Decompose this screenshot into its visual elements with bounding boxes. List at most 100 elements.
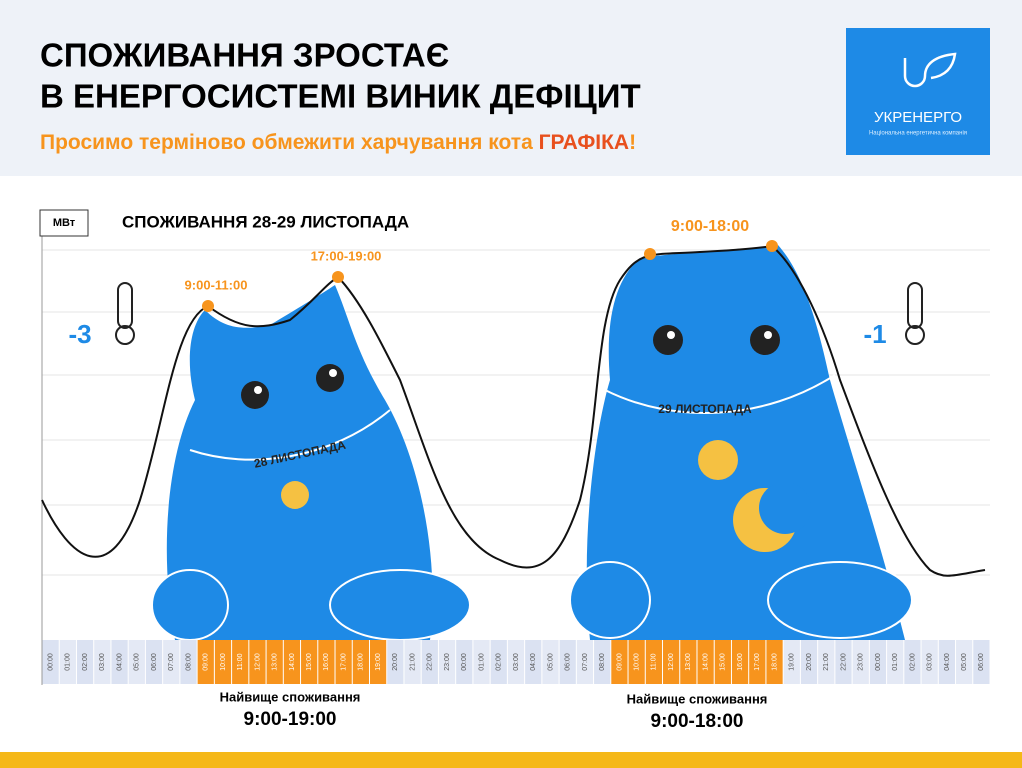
time-cell <box>594 640 611 684</box>
cat-2 <box>569 245 913 640</box>
time-cell <box>76 640 94 684</box>
time-cell <box>559 640 576 684</box>
time-label: 19:00 <box>789 653 796 671</box>
time-label: 00:00 <box>875 653 882 671</box>
time-cell <box>59 640 76 684</box>
time-cell <box>197 640 214 684</box>
time-label: 01:00 <box>892 653 899 671</box>
time-cell <box>956 640 973 684</box>
time-cell <box>680 640 697 684</box>
time-cell <box>628 640 645 684</box>
footer-range: 9:00-19:00 <box>244 709 337 730</box>
time-cell <box>973 640 990 684</box>
time-cell <box>869 640 887 684</box>
time-label: 05:00 <box>961 653 968 671</box>
time-label: 15:00 <box>720 653 727 671</box>
subtitle-text: Просимо терміново обмежити харчування ко… <box>40 131 539 154</box>
time-cell <box>835 640 852 684</box>
time-label: 22:00 <box>840 653 847 671</box>
time-label: 15:00 <box>306 653 313 671</box>
time-cell <box>576 640 594 684</box>
time-label: 13:00 <box>272 653 279 671</box>
cat-1 <box>151 285 471 641</box>
time-cell <box>766 640 783 684</box>
time-cell <box>697 640 714 684</box>
time-cell <box>731 640 749 684</box>
time-cell <box>542 640 559 684</box>
temperature: -1 <box>863 319 886 349</box>
footer-caption: Найвище споживання <box>627 691 768 706</box>
bottom-band <box>0 752 1022 768</box>
time-label: 09:00 <box>203 653 210 671</box>
logo-box <box>846 28 990 155</box>
time-cell <box>145 640 163 684</box>
time-cell <box>507 640 525 684</box>
time-label: 02:00 <box>496 653 503 671</box>
footer-caption: Найвище споживання <box>220 689 361 704</box>
time-cell <box>611 640 628 684</box>
time-label: 08:00 <box>185 653 192 671</box>
time-label: 23:00 <box>444 653 451 671</box>
time-label: 20:00 <box>392 653 399 671</box>
time-cell <box>94 640 111 684</box>
time-cell <box>663 640 680 684</box>
time-cell <box>163 640 180 684</box>
time-label: 03:00 <box>513 653 520 671</box>
time-cell <box>525 640 542 684</box>
time-cell <box>645 640 663 684</box>
time-label: 03:00 <box>927 653 934 671</box>
time-label: 16:00 <box>323 653 330 671</box>
cat-label: 29 ЛИСТОПАДА <box>658 402 752 416</box>
time-label: 19:00 <box>375 653 382 671</box>
annotation: 17:00-19:00 <box>311 248 382 263</box>
time-label: 23:00 <box>858 653 865 671</box>
time-cell <box>852 640 869 684</box>
time-cell <box>921 640 938 684</box>
time-cell <box>783 640 800 684</box>
time-cell <box>904 640 921 684</box>
time-label: 05:00 <box>547 653 554 671</box>
time-cell <box>232 640 249 684</box>
time-label: 00:00 <box>47 653 54 671</box>
time-label: 14:00 <box>289 653 296 671</box>
time-cell <box>473 640 490 684</box>
time-label: 16:00 <box>737 653 744 671</box>
consumption-curve <box>41 244 986 577</box>
time-label: 00:00 <box>461 653 468 671</box>
footer-range: 9:00-18:00 <box>651 711 744 732</box>
time-label: 06:00 <box>151 653 158 671</box>
time-cell <box>818 640 835 684</box>
time-label: 22:00 <box>427 653 434 671</box>
time-cell <box>180 640 197 684</box>
time-cell <box>352 640 369 684</box>
time-label: 17:00 <box>340 653 347 671</box>
time-label: 08:00 <box>599 653 606 671</box>
time-label: 04:00 <box>530 653 537 671</box>
time-label: 11:00 <box>237 653 244 670</box>
time-cell <box>335 640 352 684</box>
time-cell <box>490 640 507 684</box>
time-cell <box>387 640 404 684</box>
time-cell <box>749 640 766 684</box>
time-label: 12:00 <box>668 653 675 671</box>
time-label: 02:00 <box>909 653 916 671</box>
logo-tagline: Національна енергетична компанія <box>869 131 967 137</box>
time-label: 04:00 <box>944 653 951 671</box>
temperature: -3 <box>68 319 91 349</box>
annotation: 9:00-11:00 <box>185 277 248 292</box>
time-cell <box>283 640 301 684</box>
time-label: 02:00 <box>82 653 89 671</box>
time-cell <box>318 640 335 684</box>
time-cell <box>249 640 266 684</box>
time-label: 06:00 <box>978 653 985 671</box>
time-cell <box>456 640 473 684</box>
time-label: 21:00 <box>409 653 416 671</box>
time-cell <box>800 640 818 684</box>
time-cell <box>404 640 421 684</box>
time-cell <box>214 640 232 684</box>
time-cell <box>266 640 283 684</box>
time-label: 05:00 <box>134 653 141 671</box>
logo-name: УКРЕНЕРГО <box>874 109 962 126</box>
time-cell <box>369 640 387 684</box>
